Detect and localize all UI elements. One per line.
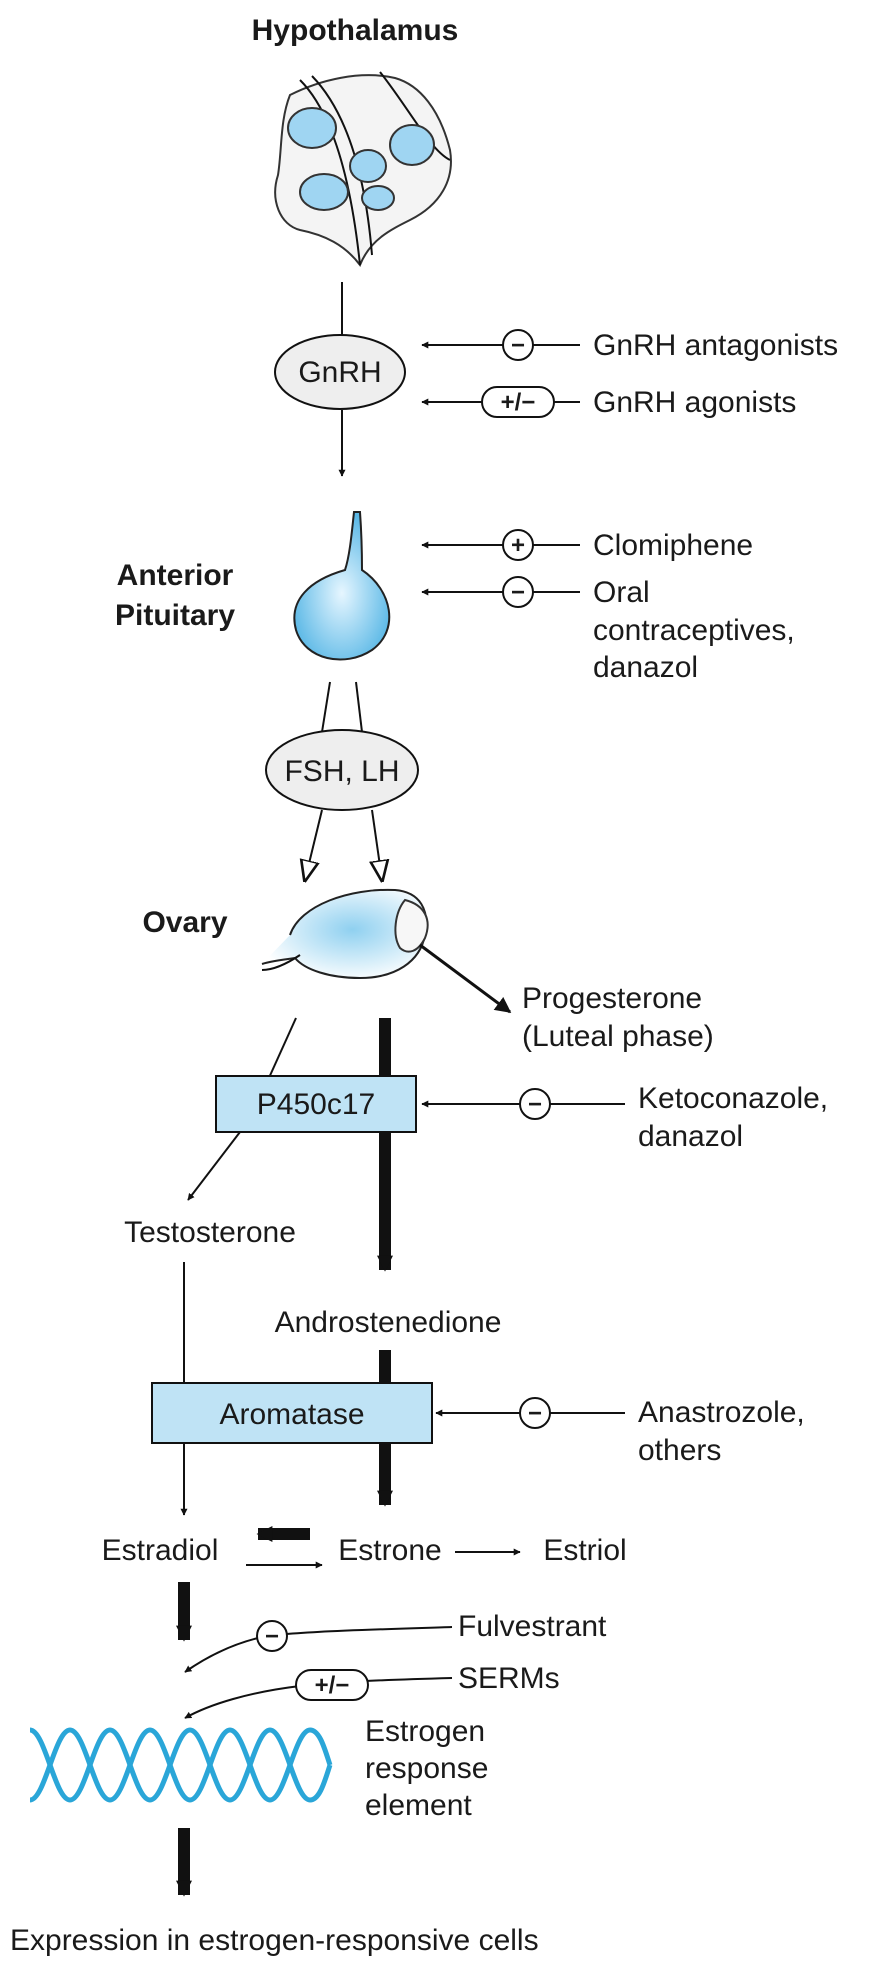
expression-label: Expression in estrogen-responsive cells: [10, 1924, 539, 1957]
estriol-label: Estriol: [543, 1534, 626, 1567]
gnrh-agonists-label: GnRH agonists: [593, 386, 796, 419]
fulvestrant-label: Fulvestrant: [458, 1610, 607, 1643]
ketoconazole-effect: −: [528, 1091, 542, 1118]
aromatase-box: [151, 1382, 433, 1444]
androstenedione-label: Androstenedione: [275, 1306, 502, 1339]
ovary-to-progesterone-arrow: [419, 943, 512, 1014]
fulvestrant-effect-circle: [256, 1620, 288, 1652]
ovary-to-p450c17-line: [267, 1017, 297, 1081]
ketoconazole-label-1: Ketoconazole,: [638, 1082, 828, 1115]
pituitary-to-fsh-line-right: [355, 681, 363, 733]
ketoconazole-label-2: danazol: [638, 1120, 743, 1153]
ovary-label: Ovary: [142, 906, 227, 939]
anastrozole-label-2: others: [638, 1434, 721, 1467]
pituitary-gland-illustration: [293, 511, 391, 661]
ere-label-2: response: [365, 1752, 488, 1785]
lh-to-ovary-arrow: [372, 809, 382, 880]
oral-contraceptives-label-3: danazol: [593, 651, 698, 684]
gnrh-antagonists-effect: −: [511, 332, 525, 359]
progesterone-label-1: Progesterone: [522, 982, 702, 1015]
gnrh-label: GnRH: [298, 356, 381, 389]
hypothalamus-label: Hypothalamus: [252, 14, 459, 47]
p450c17-to-testosterone-arrow: [187, 1131, 241, 1201]
oral-contraceptives-label-1: Oral: [593, 576, 650, 609]
anterior-pituitary-label-2: Pituitary: [115, 599, 235, 632]
anastrozole-label-1: Anastrozole,: [638, 1396, 805, 1429]
p450c17-box: [215, 1075, 417, 1133]
fulvestrant-arrow: [184, 1626, 453, 1673]
hypothalamus-illustration: [274, 71, 452, 268]
dna-helix-illustration: [29, 1727, 333, 1803]
oral-contraceptives-effect-circle: [502, 576, 534, 608]
fsh-to-ovary-arrow: [305, 809, 323, 880]
gnrh-antagonists-effect-circle: [502, 329, 534, 361]
oral-contraceptives-effect: −: [511, 579, 525, 606]
clomiphene-label: Clomiphene: [593, 529, 753, 562]
clomiphene-effect: +: [511, 532, 525, 559]
ere-label-3: element: [365, 1789, 472, 1822]
aromatase-label: Aromatase: [219, 1398, 364, 1431]
gnrh-agonists-effect-pill: [481, 386, 555, 418]
ovary-illustration: [261, 888, 429, 980]
serms-effect-pill: [295, 1669, 369, 1701]
anastrozole-effect-circle: [519, 1397, 551, 1429]
testosterone-label: Testosterone: [124, 1216, 296, 1249]
pituitary-to-fsh-line-left: [321, 681, 331, 733]
fsh-lh-ellipse: [265, 729, 419, 811]
estradiol-label: Estradiol: [102, 1534, 219, 1567]
gnrh-antagonists-label: GnRH antagonists: [593, 329, 838, 362]
anterior-pituitary-label-1: Anterior: [117, 559, 234, 592]
anastrozole-effect: −: [528, 1400, 542, 1427]
fulvestrant-effect: −: [265, 1623, 279, 1650]
p450c17-label: P450c17: [257, 1088, 375, 1121]
clomiphene-effect-circle: [502, 529, 534, 561]
serms-label: SERMs: [458, 1662, 560, 1695]
serms-effect: +/−: [315, 1672, 350, 1699]
ere-label-1: Estrogen: [365, 1715, 485, 1748]
fsh-lh-label: FSH, LH: [284, 755, 399, 788]
oral-contraceptives-label-2: contraceptives,: [593, 614, 795, 647]
gnrh-agonists-effect: +/−: [501, 389, 536, 416]
gnrh-ellipse: [274, 334, 406, 410]
progesterone-label-2: (Luteal phase): [522, 1020, 714, 1053]
ketoconazole-effect-circle: [519, 1088, 551, 1120]
estrone-label: Estrone: [338, 1534, 441, 1567]
